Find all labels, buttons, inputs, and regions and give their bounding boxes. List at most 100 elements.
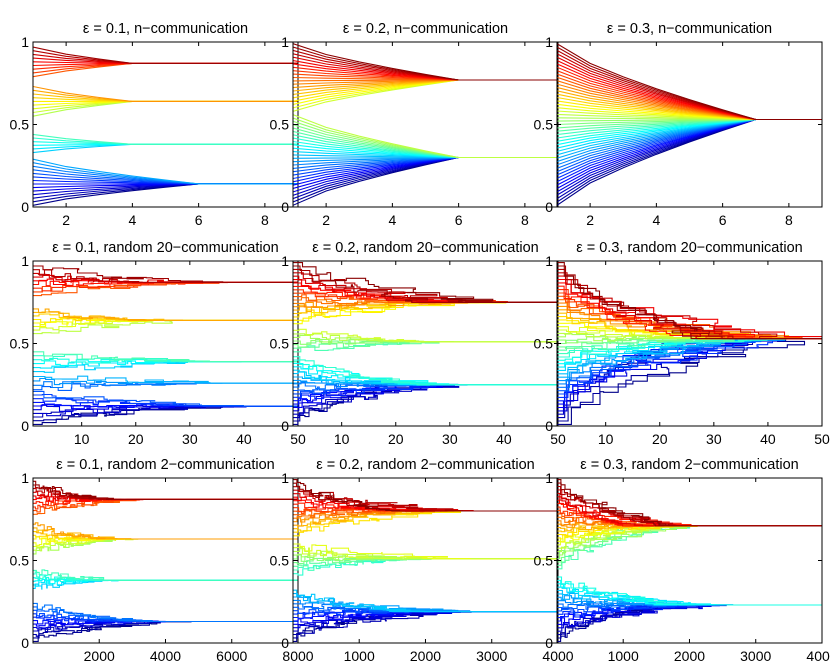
y-tick-label: 0.5 xyxy=(534,336,554,352)
series-line xyxy=(33,602,298,623)
series-line xyxy=(293,262,558,303)
series-line xyxy=(557,489,822,527)
series-line xyxy=(293,510,558,537)
series-line xyxy=(557,338,822,349)
series-line xyxy=(33,498,298,515)
series-line xyxy=(293,341,558,349)
x-tick-label: 6 xyxy=(195,212,203,228)
x-tick-label: 20 xyxy=(388,431,404,447)
series-line xyxy=(293,328,558,343)
series-line xyxy=(33,100,298,106)
series-line xyxy=(33,97,298,102)
series-line xyxy=(33,269,298,283)
x-tick-label: 3000 xyxy=(740,648,771,664)
subplot-title: ε = 0.3, random 20−communication xyxy=(576,240,803,256)
y-tick-label: 0.5 xyxy=(534,117,554,133)
x-tick-label: 2000 xyxy=(84,648,115,664)
series-group xyxy=(293,479,558,642)
series-line xyxy=(293,282,558,303)
series-line xyxy=(293,479,558,512)
x-tick-label: 8 xyxy=(521,212,529,228)
x-tick-label: 2 xyxy=(322,212,330,228)
series-line xyxy=(557,338,822,392)
y-tick-label: 1 xyxy=(281,470,289,486)
series-line xyxy=(33,50,298,64)
y-tick-label: 0 xyxy=(21,418,29,434)
series-line xyxy=(557,492,822,527)
series-line xyxy=(557,525,822,563)
series-group xyxy=(557,43,822,206)
subplot-title: ε = 0.1, random 2−communication xyxy=(56,457,274,473)
x-tick-label: 6 xyxy=(719,212,727,228)
x-tick-label: 4000 xyxy=(806,648,830,664)
x-tick-label: 20 xyxy=(128,431,144,447)
series-line xyxy=(33,158,298,185)
series-line xyxy=(293,120,558,159)
y-tick-label: 0 xyxy=(545,199,553,215)
series-line xyxy=(33,405,298,417)
series-line xyxy=(293,609,558,616)
subplot-title: ε = 0.3, n−communication xyxy=(607,21,772,37)
series-line xyxy=(293,486,558,512)
series-line xyxy=(557,338,822,358)
series-line xyxy=(293,611,558,636)
series-line xyxy=(33,527,298,540)
y-tick-label: 1 xyxy=(545,253,553,269)
series-line xyxy=(293,272,558,303)
subplot-title: ε = 0.1, random 20−communication xyxy=(52,240,279,256)
series-line xyxy=(33,393,298,407)
series-line xyxy=(557,506,822,527)
y-tick-label: 0 xyxy=(21,199,29,215)
x-tick-label: 2 xyxy=(586,212,594,228)
x-tick-label: 10 xyxy=(598,431,614,447)
x-tick-label: 10 xyxy=(334,431,350,447)
series-line xyxy=(33,522,298,540)
x-tick-label: 40 xyxy=(760,431,776,447)
series-line xyxy=(557,604,822,616)
y-tick-label: 1 xyxy=(281,253,289,269)
series-line xyxy=(293,137,558,159)
y-tick-label: 0.5 xyxy=(10,117,30,133)
series-line xyxy=(33,162,298,185)
y-tick-label: 0.5 xyxy=(10,553,30,569)
series-group xyxy=(33,480,298,642)
series-line xyxy=(33,93,298,102)
series-line xyxy=(557,525,822,543)
x-tick-label: 1000 xyxy=(608,648,639,664)
series-line xyxy=(557,282,822,340)
series-line xyxy=(33,62,298,78)
series-group xyxy=(293,43,558,206)
series-line xyxy=(33,308,298,321)
series-line xyxy=(293,384,558,415)
series-line xyxy=(33,613,298,623)
subplot-6: ε = 0.3, random 20−communication 0 0.5 1 10 2… xyxy=(534,240,830,447)
series-line xyxy=(557,275,822,340)
x-tick-label: 2000 xyxy=(674,648,705,664)
y-tick-label: 0.5 xyxy=(270,117,290,133)
series-line xyxy=(557,482,822,527)
series-line xyxy=(33,265,298,283)
series-line xyxy=(33,571,298,581)
series-line xyxy=(33,488,298,500)
subplot-3: ε = 0.3, n−communication 0 0.5 1 2 4 6 8 xyxy=(534,21,823,228)
y-tick-label: 0 xyxy=(545,635,553,651)
y-tick-label: 0 xyxy=(281,418,289,434)
series-line xyxy=(33,100,298,110)
series-line xyxy=(557,338,822,398)
subplot-9: ε = 0.3, random 2−communication 0 0.5 1 1000… xyxy=(534,457,830,664)
series-line xyxy=(293,60,558,81)
y-tick-label: 1 xyxy=(545,34,553,50)
y-tick-label: 0.5 xyxy=(270,553,290,569)
series-line xyxy=(557,43,822,121)
series-line xyxy=(293,611,558,629)
series-line xyxy=(33,351,298,363)
y-tick-label: 1 xyxy=(21,34,29,50)
series-group xyxy=(557,479,822,642)
series-line xyxy=(33,143,298,154)
series-line xyxy=(293,341,558,353)
subplot-2: ε = 0.2, n−communication 0 0.5 1 2 4 6 8 xyxy=(270,21,559,228)
series-line xyxy=(557,479,822,527)
y-tick-label: 0 xyxy=(545,418,553,434)
x-tick-label: 8 xyxy=(261,212,269,228)
